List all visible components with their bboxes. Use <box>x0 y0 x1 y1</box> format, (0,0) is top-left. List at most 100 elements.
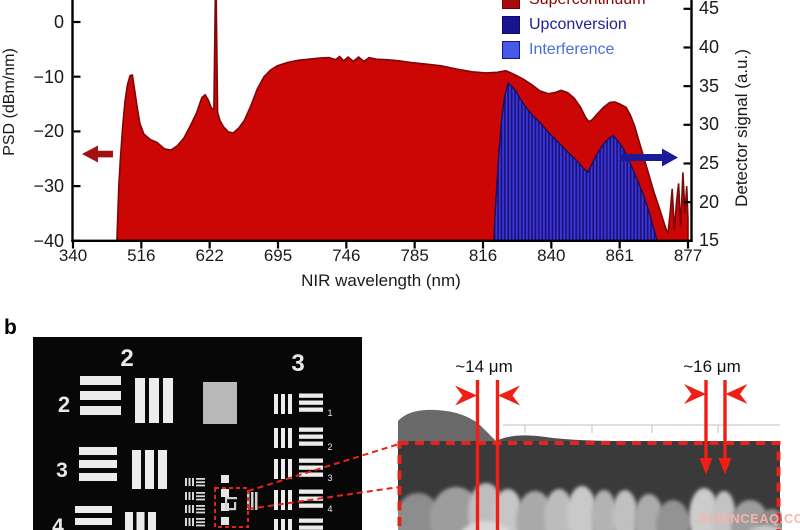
y-right-axis-title: Detector signal (a.u.) <box>732 49 751 207</box>
y-right-tick-label: 20 <box>699 191 720 212</box>
target-bar <box>196 495 205 498</box>
target-group-label-2: 2 <box>58 392 70 417</box>
legend-swatch <box>502 15 520 34</box>
measure-14-arrow-left <box>455 385 477 406</box>
target-bar <box>299 465 323 470</box>
target-bar <box>299 525 323 530</box>
resolution-target-image: 2323412345 <box>33 337 362 530</box>
target-bar <box>274 490 278 510</box>
measure-16-arrow-right <box>725 384 748 404</box>
target-bar <box>274 459 278 479</box>
target-bar <box>299 400 323 405</box>
target-group-label-3: 3 <box>56 459 68 482</box>
y-left-tick-label: −40 <box>33 230 64 251</box>
target-bar <box>281 428 285 448</box>
target-bar <box>80 376 121 385</box>
target-bar <box>188 492 191 500</box>
x-tick-label: 695 <box>263 246 293 265</box>
target-bar <box>288 459 292 479</box>
target-bar <box>158 450 167 489</box>
y-right-tick-label: 45 <box>699 0 720 19</box>
measure-16-label: ~16 μm <box>683 357 741 376</box>
target-bar <box>75 506 112 513</box>
y-left-tick-label: −30 <box>33 176 64 197</box>
legend-swatch <box>502 0 520 9</box>
right-axis-arrow <box>620 148 678 167</box>
target-bar <box>299 472 323 477</box>
target-bar <box>196 524 205 527</box>
y-right-tick-label: 15 <box>699 230 720 251</box>
target-bar <box>132 450 141 489</box>
target-bar <box>185 478 187 486</box>
target-bar <box>80 391 121 400</box>
target-big-label-2: 2 <box>120 345 133 372</box>
target-element-label: 3 <box>327 473 332 483</box>
inset-mound <box>398 409 496 441</box>
target-bar <box>79 447 117 455</box>
target-bar <box>281 459 285 479</box>
target-bar <box>299 503 323 508</box>
left-axis-arrow <box>82 145 113 163</box>
target-group-label-4: 4 <box>52 515 64 530</box>
y-left-tick-label: 0 <box>53 12 64 32</box>
target-bar <box>281 490 285 510</box>
x-tick-label: 340 <box>58 246 88 265</box>
target-bar <box>196 505 205 507</box>
target-bar <box>135 378 145 423</box>
target-bar <box>75 518 112 525</box>
target-bar <box>185 518 187 526</box>
target-bar <box>299 441 323 446</box>
x-tick-label: 622 <box>195 246 224 265</box>
measure-14-label: ~14 μm <box>455 357 513 376</box>
legend-item: Upconversion <box>502 12 646 37</box>
target-bar <box>163 378 173 423</box>
target-bar <box>299 458 323 463</box>
target-bar <box>196 484 205 487</box>
target-bar <box>185 505 187 513</box>
target-bar <box>192 478 194 486</box>
target-bar <box>281 519 285 530</box>
target-bar <box>255 492 258 510</box>
target-bar <box>299 434 323 439</box>
target-bar <box>196 508 205 511</box>
target-bar <box>221 489 229 497</box>
x-tick-label: 516 <box>127 246 156 265</box>
spectrum-plot <box>71 0 693 249</box>
x-tick-label: 861 <box>605 246 634 265</box>
target-bar <box>299 496 323 501</box>
target-bar <box>125 512 133 530</box>
target-bar <box>196 492 205 494</box>
target-bar <box>80 406 121 415</box>
target-bar <box>192 518 194 526</box>
target-element-label: 4 <box>327 504 332 514</box>
target-bar <box>274 519 278 530</box>
target-bar <box>288 490 292 510</box>
target-bar <box>79 460 117 468</box>
target-bar <box>196 481 205 484</box>
target-bar <box>196 518 205 520</box>
target-bar <box>196 511 205 514</box>
target-bar <box>281 394 285 414</box>
target-bar <box>188 505 191 513</box>
target-bar <box>225 497 228 510</box>
target-bar <box>274 394 278 414</box>
target-bar <box>148 512 156 530</box>
target-bar <box>196 498 205 501</box>
target-bar <box>145 450 154 489</box>
target-background <box>33 337 362 530</box>
target-bar <box>79 473 117 481</box>
legend-swatch <box>502 40 520 59</box>
x-tick-label: 746 <box>332 246 361 265</box>
target-bar <box>196 521 205 524</box>
target-bar <box>196 478 205 480</box>
measure-16-arrow-left <box>684 384 706 404</box>
target-bar <box>247 492 250 510</box>
target-bar <box>288 428 292 448</box>
target-bar <box>192 492 194 500</box>
target-bar <box>299 407 323 412</box>
legend: Supercontinuum Upconversion Interference <box>502 0 646 62</box>
target-bar <box>185 492 187 500</box>
legend-label: Supercontinuum <box>529 0 646 9</box>
x-tick-label: 785 <box>400 246 429 265</box>
y-left-tick-label: −20 <box>33 121 64 142</box>
